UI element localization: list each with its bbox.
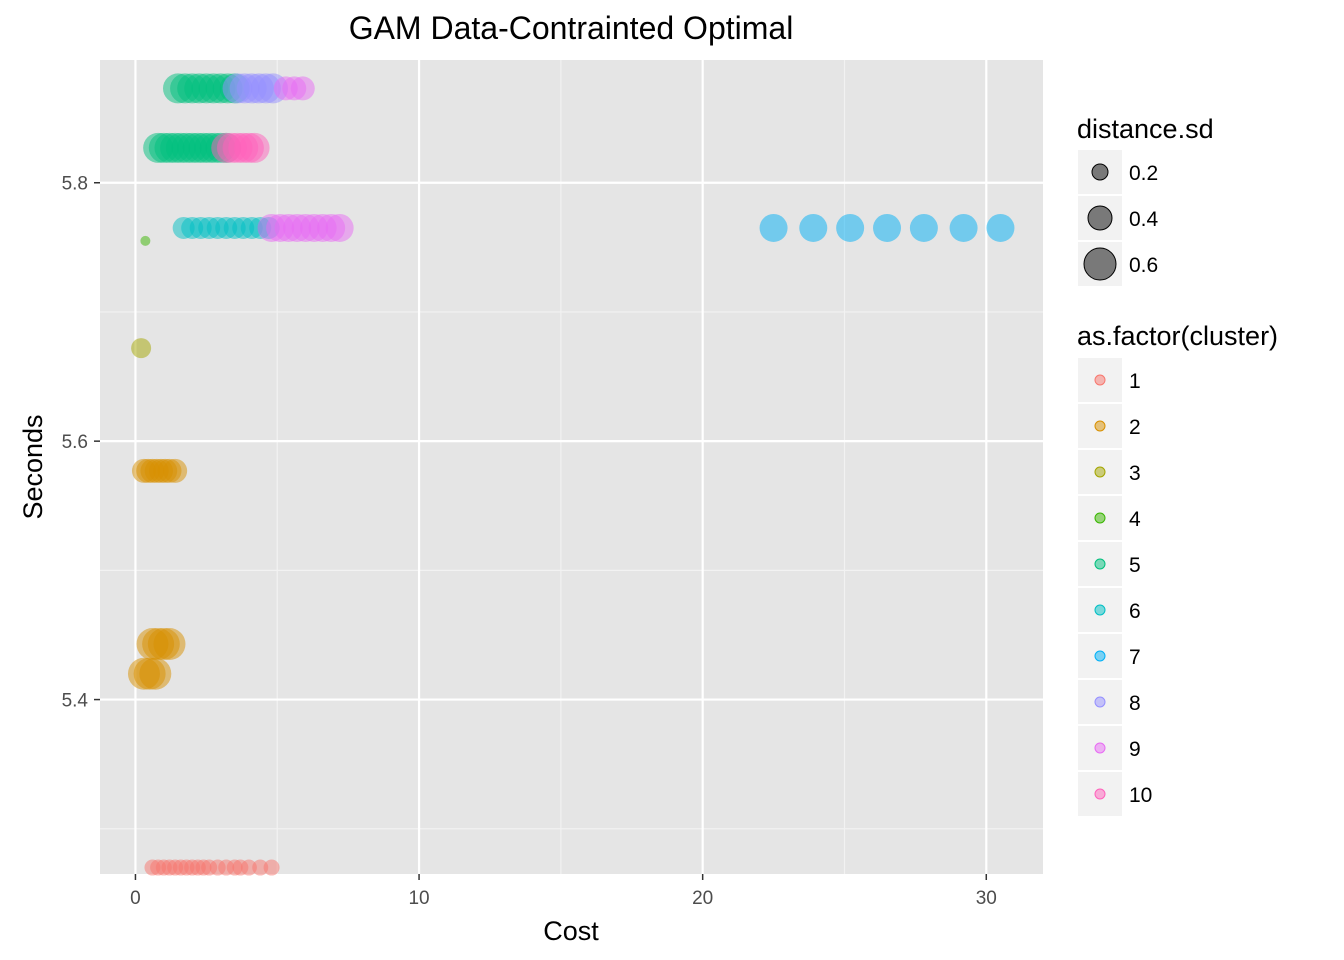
size-legend-symbol [1083, 247, 1117, 281]
color-legend-label: 8 [1129, 692, 1141, 715]
color-legend-label: 6 [1129, 600, 1141, 623]
x-axis: 0 10 20 30 [130, 874, 997, 909]
size-legend: distance.sd 0.2 0.4 0.6 [1077, 114, 1214, 286]
data-point-cluster-7 [986, 213, 1015, 242]
data-point-cluster-2 [153, 628, 186, 661]
grid-major [100, 60, 1043, 874]
color-legend-symbol [1094, 466, 1106, 478]
data-point-cluster-9 [325, 213, 354, 242]
color-legend-symbol [1094, 512, 1106, 524]
color-legend-label: 2 [1129, 416, 1141, 439]
data-points [127, 73, 1015, 876]
grid-minor [100, 60, 1043, 874]
data-point-cluster-7 [909, 213, 938, 242]
data-point-cluster-2 [139, 657, 172, 690]
data-point-cluster-7 [799, 213, 828, 242]
color-legend-label: 1 [1129, 370, 1141, 393]
data-point-cluster-7 [873, 213, 902, 242]
color-legend-title: as.factor(cluster) [1077, 321, 1278, 351]
y-tick-label: 5.4 [62, 691, 89, 712]
x-tick-label: 30 [976, 888, 997, 909]
x-tick-label: 0 [130, 888, 141, 909]
color-legend-label: 5 [1129, 554, 1141, 577]
size-legend-label: 0.6 [1129, 254, 1158, 277]
y-axis-title: Seconds [18, 414, 48, 519]
chart-title: GAM Data-Contrainted Optimal [349, 10, 794, 46]
data-point-cluster-7 [949, 213, 978, 242]
color-legend: as.factor(cluster) 1 2 3 4 5 6 7 8 9 10 [1077, 321, 1278, 816]
data-point-cluster-7 [759, 213, 788, 242]
color-legend-symbol [1094, 650, 1106, 662]
size-legend-symbol [1091, 163, 1109, 181]
color-legend-label: 9 [1129, 738, 1141, 761]
color-legend-label: 4 [1129, 508, 1141, 531]
color-legend-symbol [1094, 604, 1106, 616]
data-point-cluster-4 [140, 235, 151, 246]
color-legend-label: 10 [1129, 784, 1152, 807]
data-point-cluster-7 [836, 213, 865, 242]
plot-panel [100, 60, 1043, 874]
color-legend-symbol [1094, 742, 1106, 754]
data-point-cluster-9 [290, 76, 315, 101]
color-legend-symbol [1094, 788, 1106, 800]
color-legend-symbol [1094, 374, 1106, 386]
data-point-cluster-2 [163, 458, 188, 483]
color-legend-label: 3 [1129, 462, 1141, 485]
data-point-cluster-10 [239, 132, 270, 163]
y-tick-label: 5.6 [62, 432, 88, 453]
color-legend-symbol [1094, 696, 1106, 708]
color-legend-symbol [1094, 558, 1106, 570]
data-point-cluster-1 [252, 859, 269, 876]
x-tick-label: 10 [408, 888, 429, 909]
color-legend-symbol [1094, 420, 1106, 432]
x-tick-label: 20 [692, 888, 713, 909]
y-axis: 5.4 5.6 5.8 [62, 174, 100, 712]
size-legend-label: 0.4 [1129, 208, 1159, 231]
data-point-cluster-1 [263, 859, 280, 876]
x-axis-title: Cost [543, 916, 599, 946]
data-point-cluster-3 [131, 338, 152, 359]
size-legend-symbol [1087, 205, 1113, 231]
y-tick-label: 5.8 [62, 174, 88, 195]
size-legend-title: distance.sd [1077, 114, 1214, 144]
color-legend-label: 7 [1129, 646, 1141, 669]
size-legend-label: 0.2 [1129, 162, 1158, 185]
data-point-cluster-1 [240, 859, 257, 876]
